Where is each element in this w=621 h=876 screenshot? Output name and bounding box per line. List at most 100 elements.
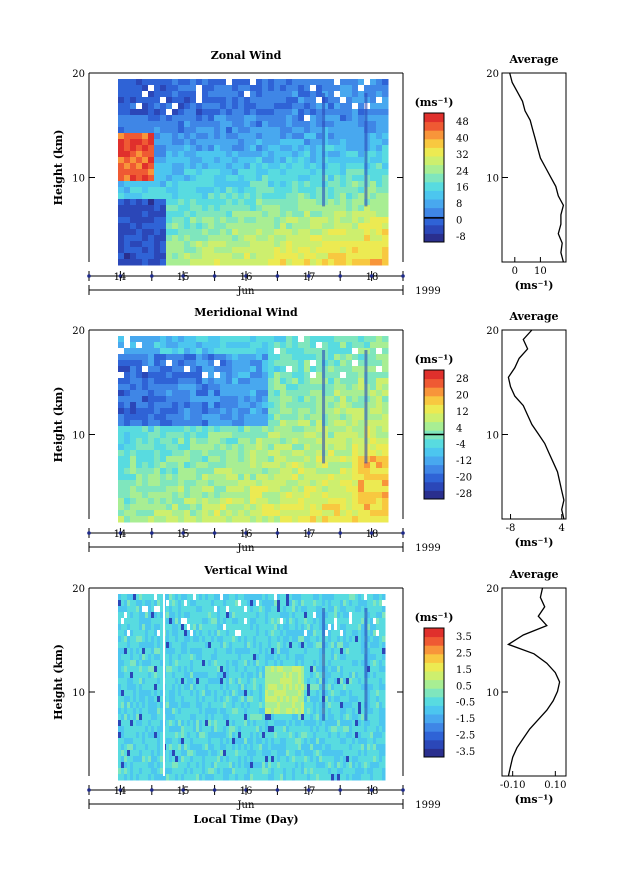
time-marker — [307, 531, 311, 535]
y-tick-label: 20 — [72, 584, 85, 595]
time-marker — [118, 531, 123, 535]
time-marker — [118, 788, 123, 792]
colorbar-cell — [424, 233, 444, 243]
time-marker — [275, 788, 280, 792]
colorbar-cell — [424, 739, 444, 749]
time-marker — [150, 531, 154, 535]
colorbar-cell — [424, 413, 444, 423]
colorbar-cell — [424, 456, 444, 466]
colorbar-tick-label: -28 — [456, 489, 472, 500]
colorbar-cell — [424, 130, 444, 140]
colorbar-tick-label: -20 — [456, 473, 472, 484]
colorbar-cell — [424, 224, 444, 234]
colorbar-cell — [424, 464, 444, 474]
colorbar-cell — [424, 748, 444, 758]
y-tick-label: 10 — [72, 431, 85, 442]
average-frame — [501, 587, 567, 777]
time-marker — [150, 788, 154, 792]
y-axis-label: Height (km) — [52, 644, 65, 720]
time-marker — [338, 788, 343, 792]
time-marker — [118, 274, 123, 278]
panel-title: Zonal Wind — [211, 49, 282, 62]
time-marker — [244, 274, 248, 278]
time-marker — [181, 274, 185, 278]
panel-3: Vertical Wind 20 10 Height (km) 14 15 16 17 18 Ju… — [52, 564, 567, 811]
average-profile-line — [506, 587, 561, 777]
heatmap — [118, 336, 389, 523]
colorbar-unit: (ms⁻¹) — [415, 96, 454, 109]
colorbar-cell — [424, 387, 444, 397]
colorbar-cell — [424, 173, 444, 183]
avg-x-tick-label: 10 — [534, 266, 547, 277]
avg-x-tick-label: -0.10 — [500, 780, 526, 791]
colorbar-cell — [424, 714, 444, 724]
avg-y-tick-label: 20 — [486, 69, 499, 80]
x-tick-label: 16 — [240, 786, 253, 797]
x-tick-label: 14 — [114, 529, 127, 540]
colorbar-tick-label: 2.5 — [456, 648, 472, 659]
x-tick-label: 15 — [177, 272, 190, 283]
x-tick-label: 15 — [177, 786, 190, 797]
avg-y-tick-label: 20 — [486, 584, 499, 595]
heatmap — [118, 588, 386, 781]
y-tick-label: 20 — [72, 326, 85, 337]
colorbar-tick-label: -3.5 — [456, 747, 475, 758]
x-tick-label: 18 — [366, 786, 379, 797]
year-label: 1999 — [415, 800, 440, 811]
x-tick-label: 17 — [303, 786, 316, 797]
y-tick-label: 20 — [72, 69, 85, 80]
avg-x-tick-label: 0.10 — [544, 780, 566, 791]
colorbar-tick-label: -2.5 — [456, 731, 475, 742]
time-marker — [369, 274, 374, 278]
colorbar-tick-label: 4 — [456, 423, 462, 434]
colorbar-cell — [424, 147, 444, 157]
colorbar-tick-label: 40 — [456, 133, 469, 144]
colorbar-cell — [424, 421, 444, 431]
month-label: Jun — [237, 543, 255, 554]
colorbar-tick-label: 16 — [456, 183, 469, 194]
heatmap — [118, 79, 389, 266]
y-tick-label: 10 — [72, 688, 85, 699]
year-label: 1999 — [415, 286, 440, 297]
time-marker — [275, 274, 280, 278]
panel-title: Vertical Wind — [203, 564, 288, 577]
colorbar-cell — [424, 181, 444, 191]
colorbar-tick-label: 8 — [456, 199, 462, 210]
colorbar-cell — [424, 370, 444, 380]
colorbar-cell — [424, 138, 444, 148]
colorbar-cell — [424, 481, 444, 491]
time-marker — [244, 531, 248, 535]
time-marker — [338, 531, 343, 535]
average-title: Average — [508, 568, 558, 581]
avg-y-tick-label: 10 — [486, 688, 499, 699]
colorbar-cell — [424, 199, 444, 209]
colorbar-frame — [423, 112, 445, 243]
time-marker — [87, 531, 91, 535]
time-marker — [212, 788, 217, 792]
colorbar-cell — [424, 190, 444, 200]
colorbar-cell — [424, 645, 444, 655]
colorbar-tick-label: 24 — [456, 166, 469, 177]
colorbar-cell — [424, 121, 444, 131]
x-tick-label: 18 — [366, 272, 379, 283]
y-axis-label: Height (km) — [52, 387, 65, 463]
colorbar-tick-label: -4 — [456, 440, 466, 451]
time-marker — [307, 274, 311, 278]
colorbar-tick-label: -8 — [456, 232, 466, 243]
colorbar-cell — [424, 473, 444, 483]
panel-title: Meridional Wind — [194, 306, 298, 319]
time-marker — [212, 531, 217, 535]
colorbar-tick-label: -12 — [456, 456, 472, 467]
time-marker — [369, 788, 374, 792]
average-frame — [501, 72, 567, 263]
colorbar-cell — [424, 705, 444, 715]
time-marker — [307, 788, 311, 792]
colorbar-cell — [424, 636, 444, 646]
colorbar-cell — [424, 679, 444, 689]
time-marker — [369, 531, 374, 535]
colorbar-cell — [424, 688, 444, 698]
colorbar-cell — [424, 662, 444, 672]
time-marker — [212, 274, 217, 278]
month-label: Jun — [237, 286, 255, 297]
